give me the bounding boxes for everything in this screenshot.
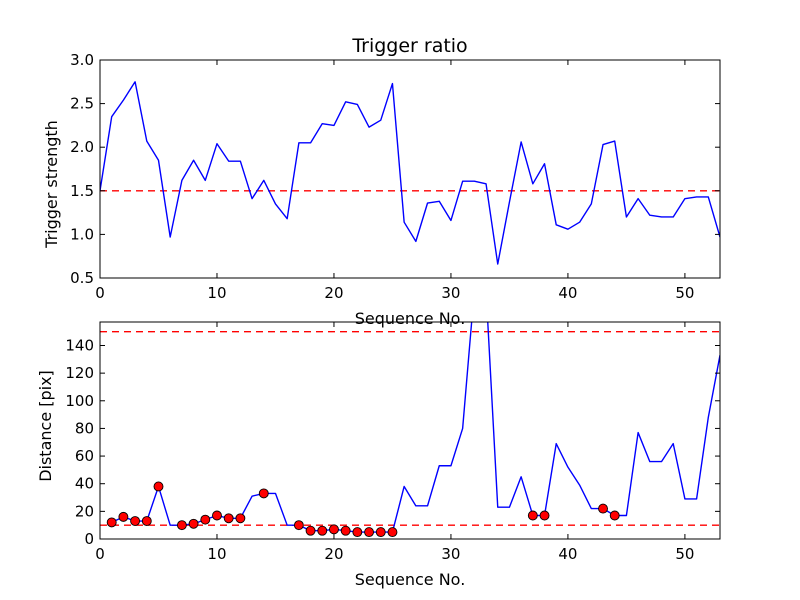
- data-point: [329, 524, 339, 535]
- distance-panel: Sequence No. Distance [pix] 0 10 20 30 40 50 0…: [36, 321, 721, 589]
- x-tick-label: 10: [207, 284, 226, 302]
- y-tick-label: 80: [75, 419, 94, 437]
- data-point: [130, 516, 141, 526]
- data-point: [352, 527, 363, 538]
- x-tick-label: 40: [558, 545, 577, 563]
- data-point: [153, 481, 164, 492]
- plot-area: [100, 81, 720, 265]
- y-tick-label: 0.5: [70, 269, 94, 287]
- x-tick-label: 20: [324, 284, 343, 302]
- y-tick-label: 1.0: [70, 225, 94, 243]
- x-tick-label: 40: [558, 284, 577, 302]
- data-point: [609, 510, 620, 521]
- x-tick-label: 50: [675, 545, 694, 563]
- x-tick-label: 0: [95, 545, 105, 563]
- x-tick-label: 30: [441, 284, 460, 302]
- y-tick-label: 20: [75, 502, 94, 520]
- x-axis-label: Sequence No.: [355, 570, 466, 589]
- data-point: [176, 520, 187, 531]
- y-axis-label: Trigger strength: [42, 120, 61, 249]
- data-point: [305, 525, 316, 536]
- y-tick-label: 100: [65, 392, 94, 410]
- y-tick-label: 2.5: [70, 95, 94, 113]
- axes-frame: [99, 321, 721, 540]
- data-point: [118, 511, 129, 522]
- x-tick-label: 10: [207, 545, 226, 563]
- y-tick-label: 2.0: [70, 138, 94, 156]
- y-tick-label: 60: [75, 447, 94, 465]
- y-tick-label: 1.5: [70, 182, 94, 200]
- data-point: [212, 510, 222, 521]
- data-point: [188, 518, 199, 529]
- data-point: [340, 525, 351, 536]
- data-point: [106, 517, 117, 528]
- y-tick-label: 120: [65, 364, 94, 382]
- y-tick-label: 3.0: [70, 51, 94, 69]
- chart-title: Trigger ratio: [351, 35, 467, 57]
- data-point: [258, 488, 269, 499]
- data-point: [364, 527, 375, 538]
- data-point: [235, 513, 246, 524]
- x-tick-label: 0: [95, 284, 105, 302]
- data-point: [387, 527, 398, 538]
- data-point: [375, 527, 386, 538]
- series-line: [100, 81, 720, 265]
- data-point: [223, 513, 234, 524]
- data-point: [293, 520, 304, 531]
- data-point: [200, 514, 211, 525]
- x-axis-label: Sequence No.: [355, 309, 466, 328]
- y-tick-label: 140: [65, 336, 94, 354]
- data-point: [598, 503, 608, 514]
- x-tick-label: 30: [441, 545, 460, 563]
- data-point: [317, 525, 328, 536]
- x-tick-label: 50: [675, 284, 694, 302]
- y-axis-label: Distance [pix]: [36, 370, 55, 482]
- y-tick-label: 0: [84, 530, 94, 548]
- data-point: [141, 516, 152, 526]
- trigger-ratio-panel: Trigger ratio Sequence No. Trigger stren…: [42, 35, 721, 328]
- y-tick-label: 40: [75, 475, 94, 493]
- data-point: [539, 510, 550, 521]
- x-tick-label: 20: [324, 545, 343, 563]
- axes-frame: [99, 59, 721, 279]
- data-point: [527, 510, 538, 521]
